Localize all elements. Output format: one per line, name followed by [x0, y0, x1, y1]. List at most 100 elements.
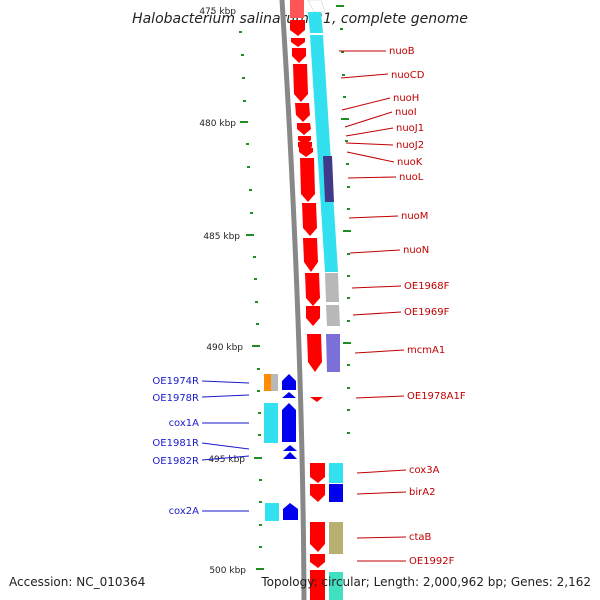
minor-tick — [347, 409, 350, 411]
major-tick — [252, 345, 260, 347]
forward-gene-arrow — [310, 570, 325, 600]
gene-label: OE1978R — [152, 393, 199, 404]
feature-block — [265, 503, 279, 521]
gene-label: OE1974R — [152, 376, 199, 387]
leader-line — [345, 142, 394, 146]
minor-tick — [259, 524, 262, 526]
minor-tick — [241, 54, 244, 56]
gene-label: cox3A — [409, 465, 440, 476]
gene-label: nuoM — [401, 211, 428, 222]
feature-block — [326, 334, 340, 372]
reverse-gene-arrow — [282, 403, 296, 442]
forward-cds-track — [307, 0, 343, 600]
minor-tick — [340, 28, 343, 30]
minor-tick — [346, 163, 349, 165]
forward-gene-arrow — [293, 64, 308, 102]
forward-gene-arrow — [310, 484, 325, 502]
minor-tick — [345, 140, 348, 142]
forward-gene-arrow — [300, 158, 315, 202]
gene-label: nuoN — [403, 245, 429, 256]
feature-block — [329, 522, 343, 554]
leader-line — [346, 151, 395, 163]
reverse-gene-arrow — [283, 503, 298, 520]
major-tick — [341, 118, 349, 120]
gene-label: cox2A — [169, 506, 200, 517]
minor-tick — [347, 297, 350, 299]
reverse-gene-arrow — [283, 445, 297, 451]
forward-gene-arrow — [310, 463, 325, 483]
forward-genes — [290, 0, 325, 600]
gene-label: OE1968F — [404, 281, 450, 292]
leader-line — [345, 127, 394, 137]
leader-line — [352, 311, 402, 316]
feature-block — [308, 12, 323, 33]
feature-block — [325, 273, 339, 302]
minor-tick — [347, 387, 350, 389]
feature-block — [264, 374, 271, 391]
forward-gene-arrow — [291, 38, 305, 47]
forward-gene-arrow — [305, 273, 320, 306]
minor-tick — [259, 546, 262, 548]
leader-line — [355, 395, 405, 399]
leader-line — [356, 536, 407, 539]
minor-tick — [347, 253, 350, 255]
leader-line — [341, 97, 391, 111]
feature-block — [310, 35, 338, 272]
minor-tick — [255, 301, 258, 303]
gene-label: nuoJ2 — [396, 140, 424, 151]
gene-label: nuoJ1 — [396, 123, 424, 134]
minor-tick — [347, 432, 350, 434]
minor-tick — [258, 434, 261, 436]
leader-line — [349, 249, 401, 254]
major-tick — [240, 121, 248, 123]
minor-tick — [242, 77, 245, 79]
gene-label: OE1978A1F — [407, 391, 466, 402]
minor-tick — [257, 368, 260, 370]
minor-tick — [347, 186, 350, 188]
minor-tick — [347, 208, 350, 210]
minor-tick — [259, 501, 262, 503]
forward-gene-arrow — [290, 20, 305, 36]
leader-line — [354, 349, 405, 354]
kbp-label: 480 kbp — [199, 119, 236, 129]
left-gene-labels: OE1974R OE1978R cox1A OE1981R OE1982R co… — [152, 376, 199, 517]
forward-gene-arrow — [292, 48, 306, 63]
minor-tick — [343, 96, 346, 98]
minor-tick — [341, 51, 344, 53]
forward-gene-arrow — [299, 148, 313, 157]
minor-tick — [342, 74, 345, 76]
genome-title: Halobacterium salinarum R1, complete gen… — [132, 11, 468, 27]
kbp-label: 495 kbp — [208, 455, 245, 465]
reverse-genes — [264, 374, 298, 521]
scale-ticks — [239, 5, 351, 570]
feature-block — [329, 463, 343, 483]
leader-line — [201, 442, 250, 450]
reverse-gene-arrow — [282, 374, 296, 390]
gene-label: nuoH — [393, 93, 419, 104]
major-tick — [343, 230, 351, 232]
minor-tick — [259, 479, 262, 481]
forward-gene-arrow — [302, 203, 317, 236]
major-tick — [336, 5, 344, 7]
minor-tick — [247, 166, 250, 168]
leader-line — [201, 394, 250, 398]
leader-line — [351, 285, 402, 289]
gene-label: mcmA1 — [407, 345, 445, 356]
leader-line — [347, 176, 397, 179]
gene-label: ctaB — [409, 532, 432, 543]
forward-gene-arrow — [298, 136, 311, 145]
feature-block — [271, 374, 278, 391]
gene-label: birA2 — [409, 487, 435, 498]
kbp-label: 475 kbp — [199, 7, 236, 17]
leader-line — [356, 469, 407, 474]
reverse-gene-arrow — [282, 392, 296, 398]
minor-tick — [257, 390, 260, 392]
feature-block — [329, 484, 343, 502]
major-tick — [246, 234, 254, 236]
forward-gene-arrow — [310, 522, 325, 552]
minor-tick — [258, 412, 261, 414]
forward-gene-arrow — [290, 0, 304, 18]
gene-label: OE1981R — [152, 438, 199, 449]
feature-block — [307, 0, 326, 13]
